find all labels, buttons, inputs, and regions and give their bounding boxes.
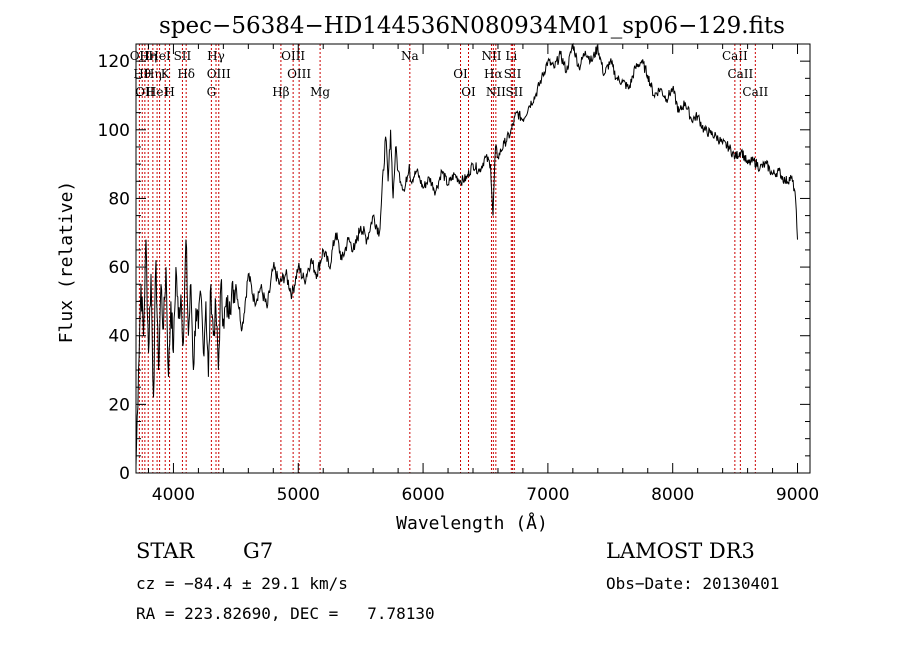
spectral-line-label: CaII: [727, 67, 753, 81]
spectral-line-label: Hδ: [177, 67, 195, 81]
spectral-line-label: OIII: [287, 67, 311, 81]
y-tick-label: 80: [108, 189, 130, 209]
spectral-line-label: Hη: [144, 67, 162, 81]
spectral-line-label: OI: [453, 67, 468, 81]
spectral-line-label: Hθ: [133, 67, 151, 81]
chart-title: spec−56384−HD144536N080934M01_sp06−129.f…: [159, 13, 785, 39]
spectral-line-label: H: [164, 85, 174, 99]
spectral-line-label: SII: [504, 67, 522, 81]
spectral-line-label: Hα: [484, 67, 503, 81]
spectral-line-label: OI: [461, 85, 476, 99]
x-tick-label: 6000: [401, 485, 444, 505]
spectral-line-label: HeI: [146, 85, 169, 99]
spectral-line-label: CaII: [722, 49, 748, 63]
spectral-line-label: Hβ: [272, 85, 289, 99]
spectral-subclass: G7: [243, 539, 274, 563]
spectral-line-label: OIII: [207, 67, 231, 81]
spectral-line-label: Hγ: [207, 49, 225, 63]
spectral-line-label: NII: [481, 49, 501, 63]
spectral-line-label: SII: [505, 85, 523, 99]
y-tick-label: 60: [108, 258, 130, 278]
y-tick-label: 120: [98, 52, 130, 72]
y-tick-label: 40: [108, 327, 130, 347]
spectral-line-label: HeI: [148, 49, 171, 63]
x-tick-label: 4000: [152, 485, 195, 505]
survey-name: LAMOST DR3: [606, 539, 755, 563]
plot-frame: [135, 43, 811, 474]
spectral-line-label: OIII: [281, 49, 305, 63]
x-tick-label: 5000: [277, 485, 320, 505]
coordinates: RA = 223.82690, DEC = 7.78130: [136, 604, 435, 623]
spectral-line-label: NII: [486, 85, 506, 99]
object-class: STAR: [136, 539, 195, 563]
spectral-line-label: Li: [505, 49, 517, 63]
spectral-line-label: Na: [401, 49, 419, 63]
spectrum-line: [135, 42, 798, 467]
spectral-line-label: CaII: [742, 85, 768, 99]
y-tick-label: 100: [98, 121, 130, 141]
redshift-cz: cz = −84.4 ± 29.1 km/s: [136, 574, 348, 593]
spectral-line-label: G: [207, 85, 217, 99]
x-tick-label: 9000: [776, 485, 819, 505]
spectral-line-label: Mg: [310, 85, 330, 99]
x-tick-label: 8000: [651, 485, 694, 505]
spectral-line-label: K: [161, 67, 171, 81]
obs-date: Obs−Date: 20130401: [606, 574, 780, 593]
y-tick-label: 0: [119, 464, 130, 484]
spectral-line-label: SII: [174, 49, 192, 63]
y-tick-label: 20: [108, 395, 130, 415]
y-axis-label: Flux (relative): [56, 181, 77, 344]
x-axis-label: Wavelength (Å): [396, 512, 548, 534]
x-tick-label: 7000: [526, 485, 569, 505]
